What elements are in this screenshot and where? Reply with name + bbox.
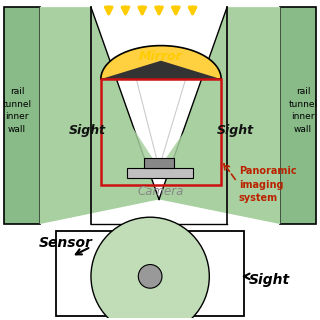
Polygon shape bbox=[4, 7, 40, 224]
Text: Sight: Sight bbox=[68, 124, 106, 137]
Polygon shape bbox=[159, 79, 221, 168]
Text: Camera: Camera bbox=[138, 185, 184, 198]
Bar bbox=[144, 158, 174, 168]
Circle shape bbox=[138, 265, 162, 288]
Bar bbox=[127, 168, 193, 178]
Polygon shape bbox=[136, 79, 186, 168]
Text: Mirror: Mirror bbox=[139, 50, 183, 63]
Bar bbox=[101, 79, 221, 185]
Text: Sight: Sight bbox=[249, 273, 290, 287]
Polygon shape bbox=[280, 7, 316, 224]
Polygon shape bbox=[101, 79, 159, 168]
Circle shape bbox=[91, 217, 209, 320]
Polygon shape bbox=[159, 7, 280, 224]
Polygon shape bbox=[40, 7, 159, 224]
Bar bbox=[56, 231, 244, 316]
Polygon shape bbox=[101, 61, 221, 79]
Text: rail
tunnel
inner
wall: rail tunnel inner wall bbox=[288, 87, 317, 134]
Text: Sight: Sight bbox=[216, 124, 253, 137]
Text: Sensor: Sensor bbox=[39, 236, 92, 250]
Text: Panoramic
imaging
system: Panoramic imaging system bbox=[239, 166, 297, 203]
Polygon shape bbox=[40, 7, 280, 224]
Text: rail
tunnel
inner
wall: rail tunnel inner wall bbox=[3, 87, 32, 134]
